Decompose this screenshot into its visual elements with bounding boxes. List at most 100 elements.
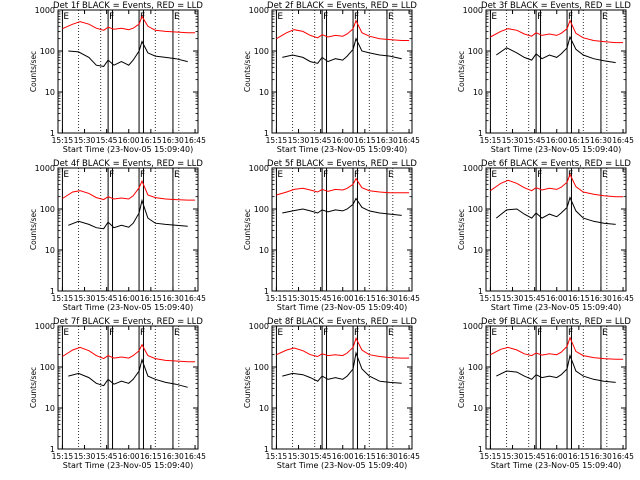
y-axis-label: Counts/sec: [243, 367, 252, 408]
x-tick-label: 16:30: [376, 452, 398, 461]
y-tick-label: 10: [259, 404, 269, 413]
y-axis-label: Counts/sec: [457, 51, 466, 92]
x-tick-label: 15:45: [310, 294, 332, 303]
band-label: E: [174, 328, 180, 338]
panel-title: Det 4f BLACK = Events, RED = LLD: [53, 159, 203, 169]
x-tick-label: 16:30: [162, 452, 184, 461]
band-label: E: [602, 170, 608, 180]
x-tick-label: 15:45: [524, 452, 546, 461]
y-tick-label: 100: [40, 47, 55, 56]
events-series-line: [282, 351, 402, 384]
x-tick-label: 16:45: [184, 136, 206, 145]
y-tick-label: 1000: [463, 6, 483, 15]
y-tick-label: 10: [259, 246, 269, 255]
x-tick-label: 16:30: [162, 136, 184, 145]
x-tick-label: 15:45: [310, 452, 332, 461]
band-label: F: [109, 170, 114, 180]
x-tick-label: 16:30: [376, 294, 398, 303]
band-label: E: [174, 12, 180, 22]
band-label: E: [491, 170, 497, 180]
x-tick-label: 16:45: [612, 136, 634, 145]
band-label: F: [568, 12, 573, 22]
x-axis-label: Start Time (23-Nov-05 15:09:40): [277, 145, 407, 154]
x-tick-label: 16:00: [546, 294, 568, 303]
plot-frame: [271, 9, 413, 134]
plot-frame: [485, 325, 627, 450]
x-axis-label: Start Time (23-Nov-05 15:09:40): [63, 145, 193, 154]
y-tick-label: 1000: [35, 322, 55, 331]
x-tick-label: 16:00: [118, 452, 140, 461]
x-tick-label: 15:30: [74, 136, 96, 145]
y-tick-label: 10: [473, 404, 483, 413]
plot-frame: [271, 325, 413, 450]
x-tick-label: 15:30: [502, 136, 524, 145]
x-tick-label: 15:15: [52, 294, 74, 303]
x-tick-label: 16:00: [118, 136, 140, 145]
band-label: E: [174, 170, 180, 180]
band-label: E: [602, 12, 608, 22]
x-tick-label: 16:30: [162, 294, 184, 303]
lld-series-line: [276, 19, 410, 41]
x-tick-label: 16:45: [398, 136, 420, 145]
x-axis-label: Start Time (23-Nov-05 15:09:40): [63, 461, 193, 470]
band-label: F: [140, 170, 145, 180]
band-label: E: [491, 328, 497, 338]
x-tick-label: 16:00: [546, 452, 568, 461]
band-label: E: [63, 12, 69, 22]
y-tick-label: 100: [254, 205, 269, 214]
y-tick-label: 10: [473, 246, 483, 255]
band-label: E: [277, 170, 283, 180]
y-tick-label: 1: [50, 287, 55, 296]
y-tick-label: 1: [264, 129, 269, 138]
events-series-line: [496, 35, 616, 64]
y-tick-label: 10: [45, 88, 55, 97]
x-tick-label: 15:45: [310, 136, 332, 145]
y-tick-label: 100: [40, 205, 55, 214]
events-series-line: [68, 40, 188, 67]
x-tick-label: 15:15: [480, 294, 502, 303]
x-tick-label: 15:30: [288, 136, 310, 145]
x-tick-label: 15:45: [524, 136, 546, 145]
panel-title: Det 6f BLACK = Events, RED = LLD: [481, 159, 631, 169]
band-label: E: [63, 328, 69, 338]
y-tick-label: 100: [254, 47, 269, 56]
panel-title: Det 7f BLACK = Events, RED = LLD: [53, 317, 203, 327]
y-tick-label: 1000: [249, 6, 269, 15]
band-label: E: [388, 328, 394, 338]
y-tick-label: 1: [478, 287, 483, 296]
lld-series-line: [62, 343, 196, 363]
x-tick-label: 15:30: [502, 452, 524, 461]
lld-series-line: [490, 336, 624, 360]
events-series-line: [282, 197, 402, 216]
x-tick-label: 15:15: [266, 136, 288, 145]
y-tick-label: 100: [40, 363, 55, 372]
x-tick-label: 16:15: [140, 294, 162, 303]
x-tick-label: 16:15: [354, 452, 376, 461]
band-label: F: [537, 170, 542, 180]
x-axis-label: Start Time (23-Nov-05 15:09:40): [277, 461, 407, 470]
lld-series-line: [62, 15, 196, 34]
plot-frame: [271, 167, 413, 292]
x-tick-label: 16:45: [398, 452, 420, 461]
y-tick-label: 1000: [249, 322, 269, 331]
x-axis-label: Start Time (23-Nov-05 15:09:40): [63, 303, 193, 312]
panel-title: Det 8f BLACK = Events, RED = LLD: [267, 317, 417, 327]
band-label: E: [602, 328, 608, 338]
x-tick-label: 15:15: [266, 452, 288, 461]
lld-series-line: [62, 179, 196, 201]
y-tick-label: 100: [468, 363, 483, 372]
lld-series-line: [490, 19, 624, 44]
x-tick-label: 16:45: [184, 294, 206, 303]
x-tick-label: 15:15: [480, 136, 502, 145]
x-tick-label: 16:45: [612, 452, 634, 461]
y-axis-label: Counts/sec: [457, 367, 466, 408]
band-label: F: [109, 12, 114, 22]
y-tick-label: 100: [468, 205, 483, 214]
y-tick-label: 1000: [249, 164, 269, 173]
band-label: E: [491, 12, 497, 22]
